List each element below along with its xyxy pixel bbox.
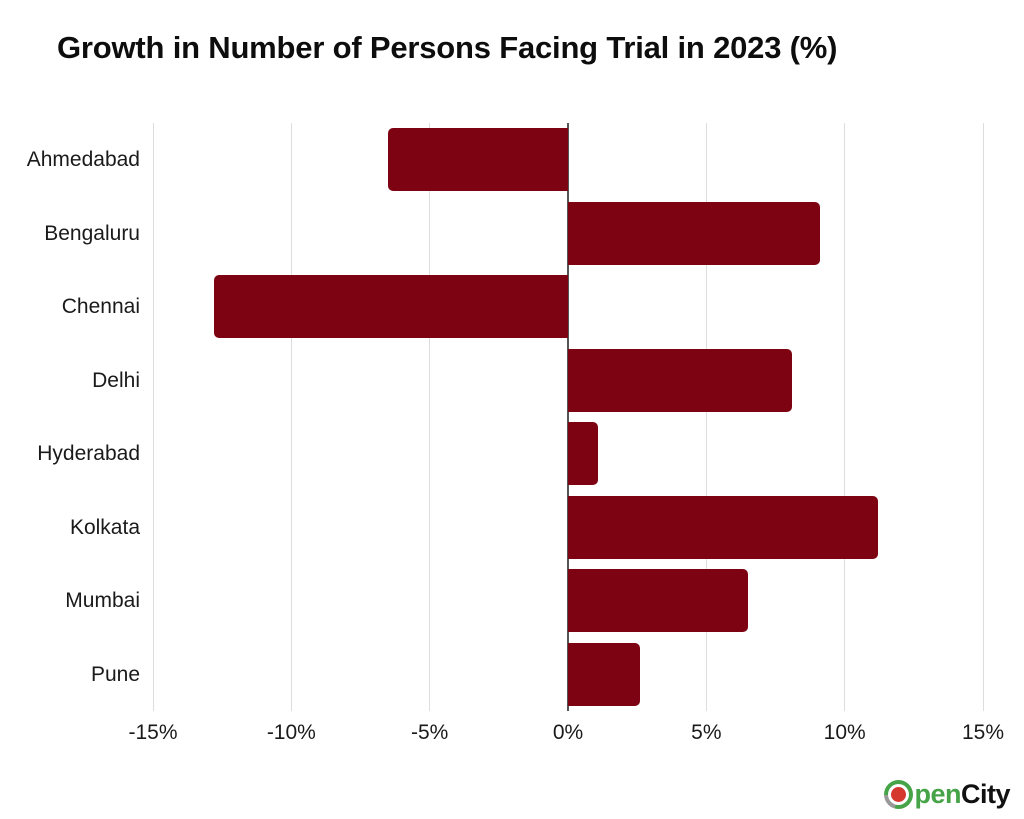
bar-pune [568, 642, 640, 706]
x-tick-label: 15% [961, 721, 1005, 744]
gridline [705, 123, 707, 711]
x-tick-label: 10% [823, 721, 866, 744]
category-label: Chennai [61, 295, 140, 318]
x-tick-label: -15% [128, 721, 178, 744]
opencity-logo: pen City [884, 779, 1011, 809]
gridline [844, 123, 846, 711]
x-tick-label: -10% [266, 721, 316, 744]
gridline [152, 123, 154, 711]
logo-open-text: pen [914, 779, 961, 809]
bar-mumbai [568, 569, 748, 633]
chart-title: Growth in Number of Persons Facing Trial… [57, 30, 838, 65]
bar-bengaluru [568, 201, 820, 265]
x-tick-label: -5% [410, 721, 449, 744]
gridline [290, 123, 292, 711]
gridline [982, 123, 984, 711]
category-axis: Ahmedabad Bengaluru Chennai Delhi Hyderabad K… [0, 123, 140, 711]
zero-gridline [567, 123, 569, 711]
bar-kolkata [568, 495, 878, 559]
bar-delhi [568, 348, 793, 412]
x-tick-label: 5% [691, 721, 722, 744]
logo-city-text: City [960, 779, 1011, 809]
category-label: Kolkata [69, 515, 140, 539]
gridline [429, 123, 431, 711]
category-label: Ahmedabad [26, 148, 140, 171]
x-tick-label: 0% [552, 721, 584, 744]
category-label: Bengaluru [44, 221, 140, 245]
bar-chennai [213, 275, 568, 339]
category-label: Pune [90, 662, 140, 686]
category-label: Delhi [92, 368, 140, 392]
plot-area: -15% -10% -5% 0% 5% 10% 15% [128, 123, 1004, 744]
category-label: Hyderabad [37, 442, 140, 465]
opencity-o-icon [884, 780, 914, 809]
bar-hyderabad [568, 422, 599, 486]
bar-ahmedabad [388, 128, 568, 192]
category-label: Mumbai [65, 589, 140, 612]
